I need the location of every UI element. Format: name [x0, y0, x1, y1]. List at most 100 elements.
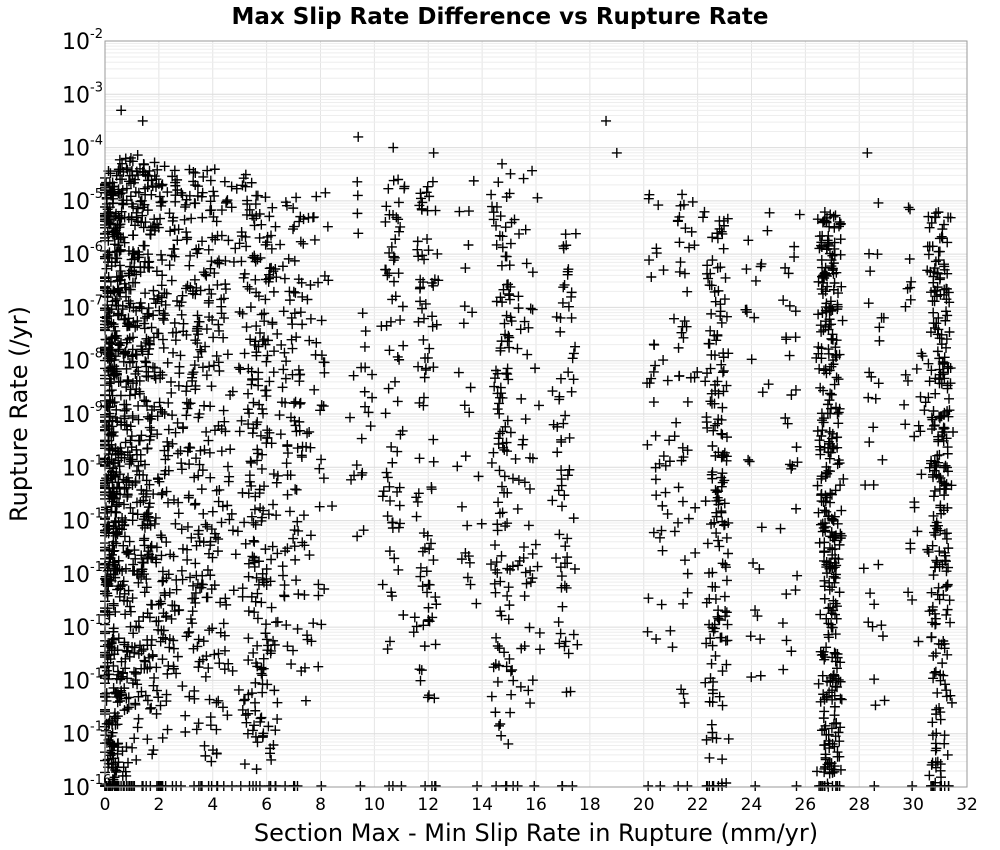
data-point [270, 221, 281, 232]
data-point [814, 537, 825, 548]
data-point [241, 241, 252, 252]
data-point [220, 426, 231, 437]
data-point [721, 575, 732, 586]
data-point [909, 502, 920, 513]
data-point [286, 334, 297, 345]
data-point [830, 731, 841, 742]
data-point [709, 623, 720, 634]
data-point [828, 284, 839, 295]
data-point [394, 518, 405, 529]
x-tick-label: 30 [902, 795, 924, 815]
data-point [105, 750, 116, 761]
data-point [525, 565, 536, 576]
data-point [108, 427, 119, 438]
data-point [219, 416, 230, 427]
data-point [710, 650, 721, 661]
data-point [176, 565, 187, 576]
data-point [459, 400, 470, 411]
data-point [145, 703, 156, 714]
data-point [926, 781, 937, 791]
data-point [146, 189, 157, 200]
data-point [117, 517, 128, 528]
data-point [708, 676, 719, 687]
data-point [835, 693, 846, 704]
y-tick-base: 10 [62, 403, 90, 428]
data-point [226, 781, 237, 791]
data-point [826, 723, 837, 734]
data-point [113, 555, 124, 566]
data-point [781, 635, 792, 646]
data-point [658, 265, 669, 276]
data-point [124, 390, 135, 401]
data-point [698, 212, 709, 223]
data-point [515, 681, 526, 692]
data-point [144, 413, 155, 424]
data-point [156, 280, 167, 291]
data-point [865, 588, 876, 599]
data-point [392, 396, 403, 407]
data-point [112, 529, 123, 540]
data-point [193, 412, 204, 423]
data-point [838, 473, 849, 484]
data-point [396, 781, 407, 791]
data-point [124, 357, 135, 368]
data-point [422, 587, 433, 598]
data-point [252, 588, 263, 599]
data-point [524, 452, 535, 463]
data-point [206, 756, 217, 767]
data-point [318, 473, 329, 484]
data-point [495, 718, 506, 729]
data-point [830, 485, 841, 496]
data-point [869, 674, 880, 685]
data-point [412, 496, 423, 507]
data-point [133, 460, 144, 471]
data-point [365, 421, 376, 432]
data-point [704, 338, 715, 349]
data-point [789, 241, 800, 252]
data-point [182, 403, 193, 414]
data-point [815, 609, 826, 620]
data-point [516, 393, 527, 404]
data-point [209, 425, 220, 436]
data-point [168, 494, 179, 505]
data-point [525, 698, 536, 709]
data-point [686, 226, 697, 237]
data-point [196, 484, 207, 495]
data-point [127, 170, 138, 181]
data-point [944, 595, 955, 606]
data-point [205, 205, 216, 216]
data-point [520, 567, 531, 578]
data-point [129, 647, 140, 658]
data-point [106, 317, 117, 328]
data-point [128, 332, 139, 343]
data-point [928, 510, 939, 521]
data-point [140, 288, 151, 299]
data-point [790, 384, 801, 395]
data-point [928, 570, 939, 581]
data-point [927, 617, 938, 628]
data-point [570, 228, 581, 239]
data-point [673, 342, 684, 353]
data-point [715, 299, 726, 310]
data-point [933, 207, 944, 218]
data-point [499, 647, 510, 658]
data-point [716, 428, 727, 439]
data-point [110, 764, 121, 775]
data-point [322, 221, 333, 232]
data-point [660, 460, 671, 471]
data-point [399, 183, 410, 194]
data-point [249, 561, 260, 572]
data-point [925, 327, 936, 338]
data-point [242, 281, 253, 292]
data-point [195, 344, 206, 355]
data-point [221, 599, 232, 610]
data-point [239, 268, 250, 279]
data-point [167, 438, 178, 449]
data-point [942, 649, 953, 660]
data-point [197, 212, 208, 223]
data-point [467, 307, 478, 318]
data-point [304, 426, 315, 437]
data-point [190, 167, 201, 178]
data-point [782, 418, 793, 429]
data-point [655, 781, 666, 791]
